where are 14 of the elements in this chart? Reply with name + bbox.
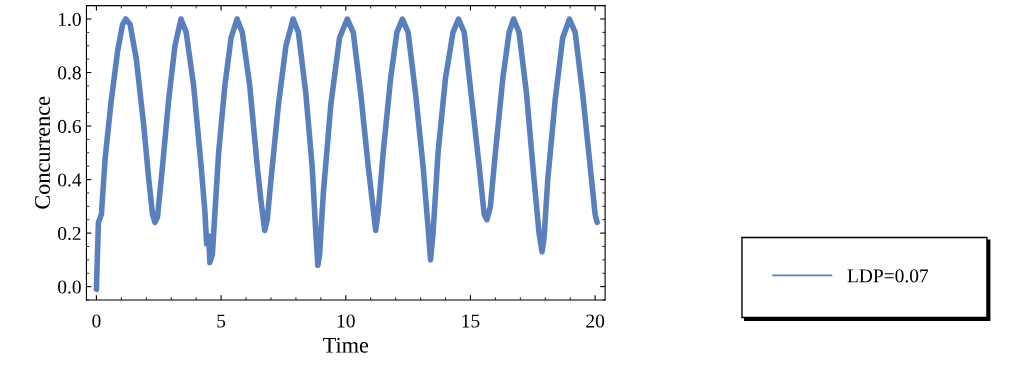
y-tick-label: 1.0 (58, 12, 81, 27)
y-tick-label: 0.6 (58, 119, 81, 134)
x-tick-label: 5 (217, 314, 226, 328)
x-tick-label: 20 (586, 314, 605, 328)
x-tick-label: 10 (337, 314, 355, 328)
y-tick-label: 0.8 (58, 66, 81, 80)
y-tick-label: 0.2 (58, 226, 81, 241)
y-axis-title: Concurrence (35, 96, 50, 209)
x-axis-title: Time (323, 337, 369, 353)
x-tick-label: 0 (92, 314, 101, 328)
legend-label: LDP=0.07 (847, 269, 929, 283)
y-tick-label: 0.4 (58, 173, 82, 187)
y-tick-label: 0.0 (58, 280, 81, 294)
x-tick-label: 15 (462, 314, 480, 328)
